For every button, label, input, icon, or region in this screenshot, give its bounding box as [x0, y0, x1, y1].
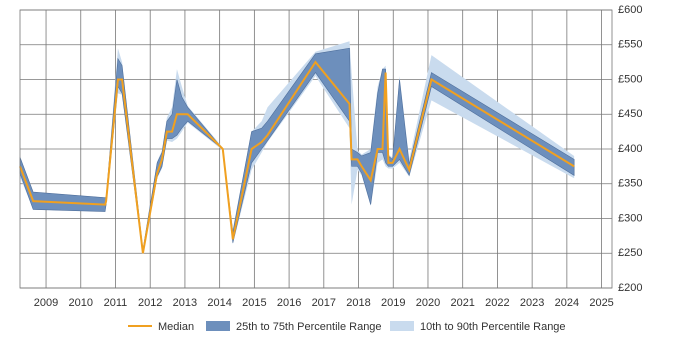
legend-swatch — [390, 321, 414, 331]
x-tick-label: 2025 — [589, 297, 613, 309]
y-tick-label: £300 — [618, 212, 642, 224]
x-tick-label: 2019 — [381, 297, 405, 309]
x-tick-label: 2016 — [277, 297, 301, 309]
percentile-band — [20, 41, 575, 255]
y-tick-label: £600 — [618, 4, 642, 16]
legend-label: 10th to 90th Percentile Range — [420, 321, 566, 333]
x-tick-label: 2013 — [173, 297, 197, 309]
y-tick-label: £400 — [618, 143, 642, 155]
x-tick-label: 2012 — [138, 297, 162, 309]
legend-label: Median — [158, 321, 194, 333]
x-tick-label: 2023 — [520, 297, 544, 309]
x-tick-label: 2014 — [207, 297, 231, 309]
x-tick-label: 2018 — [346, 297, 370, 309]
legend-item: Median — [128, 321, 194, 333]
legend-item: 10th to 90th Percentile Range — [390, 321, 566, 333]
plot-border — [19, 9, 613, 289]
x-tick-label: 2011 — [104, 297, 128, 309]
y-tick-label: £450 — [618, 108, 642, 120]
y-tick-label: £350 — [618, 178, 642, 190]
legend-label: 25th to 75th Percentile Range — [236, 321, 382, 333]
median-line — [19, 60, 575, 254]
legend-item: 25th to 75th Percentile Range — [206, 321, 382, 333]
y-tick-label: £500 — [618, 73, 642, 85]
x-tick-label: 2021 — [450, 297, 474, 309]
x-tick-label: 2017 — [312, 297, 336, 309]
x-tick-label: 2010 — [69, 297, 93, 309]
x-tick-label: 2024 — [555, 297, 579, 309]
y-tick-label: £250 — [618, 247, 642, 259]
x-tick-label: 2020 — [416, 297, 440, 309]
x-tick-label: 2022 — [485, 297, 509, 309]
legend-swatch — [206, 321, 230, 331]
y-tick-label: £200 — [618, 282, 642, 294]
x-tick-label: 2009 — [34, 297, 58, 309]
y-tick-label: £550 — [618, 39, 642, 51]
x-tick-label: 2015 — [242, 297, 266, 309]
